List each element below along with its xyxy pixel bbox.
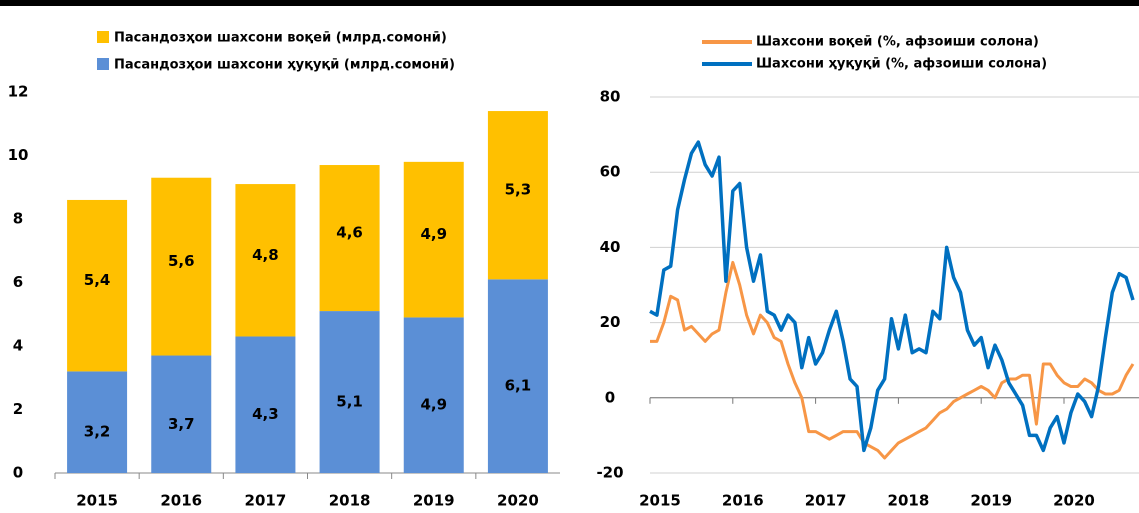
bar-segment [151, 355, 212, 473]
bar-segment [403, 161, 464, 318]
bar-segment [235, 184, 296, 337]
data-label: 4,9 [420, 225, 447, 243]
x-tick-label: 2015 [76, 492, 118, 510]
bar-segment [235, 336, 296, 473]
data-label: 5,4 [84, 271, 111, 289]
x-tick-label: 2019 [413, 492, 455, 510]
x-tick-label: 2018 [888, 492, 930, 510]
legend-label: Пасандозҳои шахсони воқеӣ (млрд.сомонӣ) [114, 31, 447, 46]
data-label: 4,8 [252, 246, 279, 264]
y-tick-label: 10 [8, 146, 29, 164]
data-label: 3,7 [168, 415, 195, 433]
x-tick-label: 2019 [970, 492, 1012, 510]
data-label: 4,3 [252, 405, 279, 423]
y-tick-label: 4 [13, 337, 23, 355]
x-tick-label: 2020 [497, 492, 539, 510]
bar-segment [319, 165, 380, 312]
y-tick-label: 80 [600, 88, 621, 106]
y-tick-label: 0 [605, 388, 615, 406]
bar-segment [487, 111, 548, 280]
y-tick-label: 6 [13, 273, 23, 291]
bar-segment [403, 317, 464, 473]
x-tick-label: 2020 [1053, 492, 1095, 510]
y-tick-label: 0 [13, 464, 23, 482]
bar-segment [319, 311, 380, 473]
y-tick-label: 2 [13, 400, 23, 418]
x-tick-label: 2018 [329, 492, 371, 510]
x-tick-label: 2017 [805, 492, 847, 510]
legend-swatch [97, 58, 109, 70]
legend-label: Шахсони воқеӣ (%, афзоиши солона) [756, 35, 1039, 50]
x-tick-label: 2016 [160, 492, 202, 510]
top-rule [0, 0, 1139, 6]
data-label: 3,2 [84, 423, 111, 441]
legend-label: Шахсони ҳуқуқӣ (%, афзоиши солона) [756, 57, 1047, 72]
x-tick-label: 2016 [722, 492, 764, 510]
series-line [649, 140, 1135, 453]
y-tick-label: 12 [8, 83, 29, 101]
y-tick-label: 40 [600, 238, 621, 256]
data-label: 5,1 [336, 393, 363, 411]
data-label: 5,3 [505, 181, 532, 199]
bar-segment [67, 199, 128, 372]
series-line [650, 260, 1135, 460]
y-tick-label: 60 [600, 163, 621, 181]
y-tick-label: -20 [596, 464, 623, 482]
legend-swatch [97, 31, 109, 43]
x-tick-label: 2017 [245, 492, 287, 510]
data-label: 5,6 [168, 252, 195, 270]
y-tick-label: 20 [600, 313, 621, 331]
y-tick-label: 8 [13, 210, 23, 228]
x-tick-label: 2015 [639, 492, 681, 510]
data-label: 4,6 [336, 224, 363, 242]
data-label: 4,9 [420, 396, 447, 414]
bar-segment [151, 177, 212, 356]
data-label: 6,1 [505, 377, 532, 395]
bar-segment [487, 279, 548, 473]
bar-segment [67, 371, 128, 473]
legend-label: Пасандозҳои шахсони ҳуқуқӣ (млрд.сомонӣ) [114, 58, 455, 73]
